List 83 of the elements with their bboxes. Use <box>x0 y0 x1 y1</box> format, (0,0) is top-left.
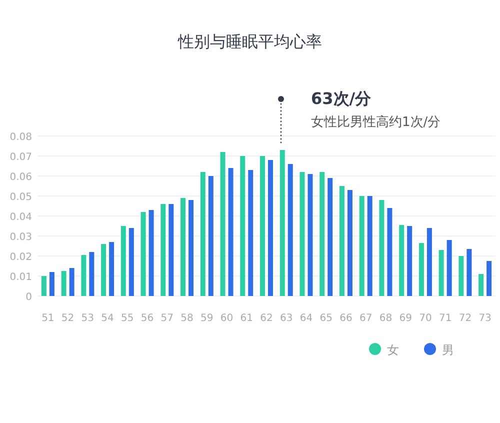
bar <box>280 150 285 296</box>
x-tick-label: 53 <box>81 313 94 324</box>
bar <box>140 212 146 296</box>
bar <box>466 249 472 296</box>
x-tick-label: 65 <box>320 313 332 324</box>
bar <box>288 164 293 296</box>
x-tick-label: 54 <box>101 313 114 324</box>
bar <box>148 210 154 296</box>
bar <box>168 204 174 296</box>
x-tick-label: 52 <box>61 313 74 324</box>
x-tick-label: 60 <box>220 313 234 324</box>
x-tick-label: 67 <box>359 313 372 324</box>
bar <box>300 172 305 296</box>
y-tick-label: 0.03 <box>10 232 32 243</box>
x-tick-label: 55 <box>121 313 134 324</box>
bar <box>101 244 106 296</box>
legend-label: 男 <box>442 343 454 357</box>
y-tick-label: 0 <box>26 292 32 303</box>
bar <box>387 208 392 296</box>
bar <box>399 225 404 296</box>
bar <box>308 174 313 296</box>
x-tick-label: 58 <box>180 313 194 324</box>
bar <box>486 261 492 296</box>
y-tick-label: 0.02 <box>10 252 32 263</box>
y-tick-label: 0.01 <box>10 272 32 283</box>
x-tick-label: 51 <box>42 313 54 324</box>
bar <box>81 255 86 296</box>
bar <box>438 250 444 296</box>
y-tick-label: 0.04 <box>10 212 32 223</box>
x-tick-label: 62 <box>260 313 273 324</box>
y-tick-label: 0.07 <box>10 152 32 163</box>
text: 63次/分 <box>311 89 372 108</box>
text: 女性比男性高约1次/分 <box>311 114 441 130</box>
x-tick-label: 70 <box>419 313 432 324</box>
bar <box>180 198 186 296</box>
x-tick-label: 66 <box>340 313 352 324</box>
x-tick-label: 63 <box>280 313 293 324</box>
legend-label: 女 <box>387 343 399 357</box>
bar <box>320 172 325 296</box>
y-tick-label: 0.08 <box>10 132 32 143</box>
x-tick-label: 56 <box>140 313 154 324</box>
bar <box>228 168 234 296</box>
x-tick-label: 61 <box>240 313 253 324</box>
bar <box>240 156 246 296</box>
bar <box>188 200 194 296</box>
x-tick-label: 64 <box>300 313 313 324</box>
bar <box>458 256 464 296</box>
chart-title: 性别与睡眠平均心率 <box>177 32 322 51</box>
bar <box>89 252 94 296</box>
y-tick-label: 0.06 <box>10 172 32 183</box>
bar <box>260 156 265 296</box>
x-tick-label: 71 <box>438 313 452 324</box>
bar <box>339 186 344 296</box>
bar <box>200 172 206 296</box>
bar <box>407 226 412 296</box>
bar <box>478 274 484 296</box>
x-tick-label: 72 <box>458 313 472 324</box>
bar <box>41 276 46 296</box>
bar <box>367 196 372 296</box>
x-tick-label: 59 <box>200 313 214 324</box>
bar <box>69 268 74 296</box>
x-tick-label: 73 <box>478 313 492 324</box>
bar <box>61 271 66 296</box>
bar <box>359 196 364 296</box>
bar <box>160 204 166 296</box>
bar <box>418 243 424 296</box>
bar <box>268 160 273 296</box>
bar <box>347 190 352 296</box>
bar <box>208 176 214 296</box>
bar <box>128 228 134 296</box>
bar <box>120 226 126 296</box>
x-tick-label: 69 <box>399 313 412 324</box>
bar <box>328 178 333 296</box>
bar <box>426 228 432 296</box>
bar <box>379 200 384 296</box>
x-tick-label: 68 <box>379 313 392 324</box>
bar <box>248 170 254 296</box>
y-tick-label: 0.05 <box>10 192 32 203</box>
x-tick-label: 57 <box>160 313 174 324</box>
bar <box>220 152 226 296</box>
bar <box>49 272 54 296</box>
bar <box>109 242 114 296</box>
bar <box>446 240 452 296</box>
